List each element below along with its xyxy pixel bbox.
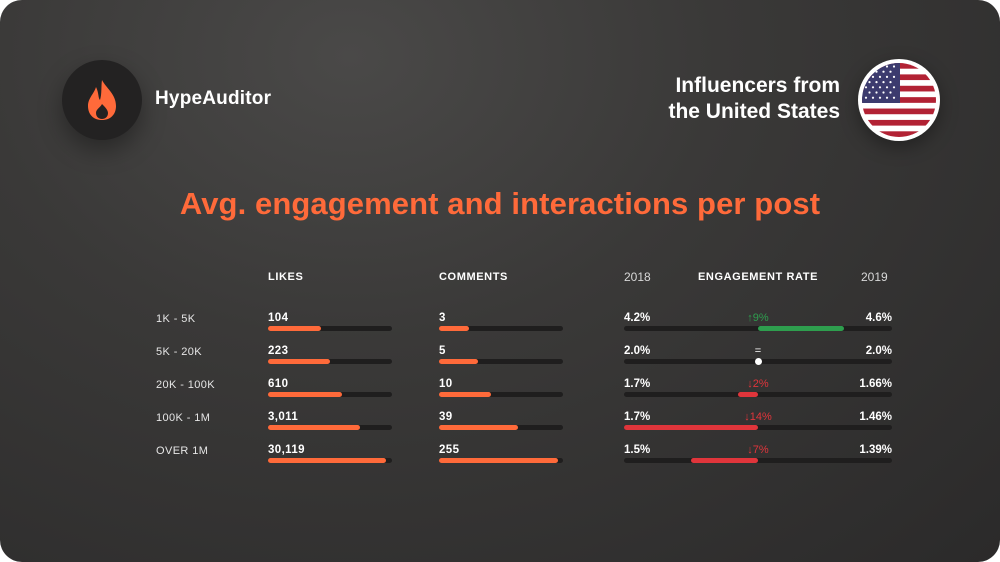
er-change-label: ↓14% xyxy=(744,411,772,423)
comments-bar xyxy=(439,392,491,397)
er-change-label: ↓2% xyxy=(747,378,769,390)
header-engagement-rate: ENGAGEMENT RATE xyxy=(698,271,819,283)
comments-value: 39 xyxy=(439,411,453,423)
us-flag-icon xyxy=(862,63,936,137)
likes-bar xyxy=(268,425,360,430)
flame-icon xyxy=(88,80,116,120)
row-category: 20K - 100K xyxy=(156,379,216,391)
region-line-2: the United States xyxy=(668,100,840,123)
logo-badge xyxy=(62,60,142,140)
comments-value: 5 xyxy=(439,345,446,357)
er-change-bar xyxy=(690,458,758,463)
likes-value: 223 xyxy=(268,345,289,357)
er-track xyxy=(624,458,892,463)
er-no-change-dot xyxy=(755,358,762,365)
er-change-label: ↓7% xyxy=(747,444,769,456)
likes-bar xyxy=(268,392,342,397)
er-track xyxy=(624,392,892,397)
er-2018-value: 1.7% xyxy=(624,411,651,423)
comments-value: 3 xyxy=(439,312,446,324)
chart-title: Avg. engagement and interactions per pos… xyxy=(179,186,821,221)
likes-bar xyxy=(268,326,322,331)
likes-value: 610 xyxy=(268,378,289,390)
comments-bar xyxy=(439,359,478,364)
er-change-bar xyxy=(738,392,758,397)
er-2019-value: 4.6% xyxy=(865,312,892,324)
er-2019-value: 1.46% xyxy=(859,411,892,423)
er-change-label: ↑9% xyxy=(747,312,769,324)
brand-name: HypeAuditor xyxy=(155,88,272,109)
header-year-2019: 2019 xyxy=(861,270,888,284)
comments-track xyxy=(439,359,563,364)
header-likes: LIKES xyxy=(268,271,304,283)
er-2018-value: 1.7% xyxy=(624,378,651,390)
likes-track xyxy=(268,359,392,364)
comments-track xyxy=(439,326,563,331)
row-category: 100K - 1M xyxy=(156,412,211,424)
er-2019-value: 1.66% xyxy=(859,378,892,390)
likes-track xyxy=(268,326,392,331)
comments-value: 10 xyxy=(439,378,453,390)
comments-value: 255 xyxy=(439,444,460,456)
row-category: OVER 1M xyxy=(156,445,209,457)
us-flag-badge xyxy=(858,59,940,141)
er-2019-value: 2.0% xyxy=(865,345,892,357)
er-track xyxy=(624,425,892,430)
header-year-2018: 2018 xyxy=(624,270,651,284)
er-2018-value: 1.5% xyxy=(624,444,651,456)
er-2018-value: 4.2% xyxy=(624,312,651,324)
likes-bar xyxy=(268,359,330,364)
comments-bar xyxy=(439,458,559,463)
er-change-label: = xyxy=(754,345,762,357)
row-category: 5K - 20K xyxy=(156,346,203,358)
likes-bar xyxy=(268,458,387,463)
er-2019-value: 1.39% xyxy=(859,444,892,456)
region-title: Influencers from the United States xyxy=(580,73,840,125)
comments-bar xyxy=(439,425,519,430)
er-change-bar xyxy=(623,425,758,430)
er-2018-value: 2.0% xyxy=(624,345,651,357)
er-change-bar xyxy=(758,326,845,331)
comments-bar xyxy=(439,326,469,331)
region-line-1: Influencers from xyxy=(675,74,840,97)
row-category: 1K - 5K xyxy=(156,313,196,325)
likes-value: 104 xyxy=(268,312,289,324)
comments-track xyxy=(439,392,563,397)
header-comments: COMMENTS xyxy=(439,271,508,283)
likes-value: 3,011 xyxy=(268,411,299,423)
likes-value: 30,119 xyxy=(268,444,305,456)
